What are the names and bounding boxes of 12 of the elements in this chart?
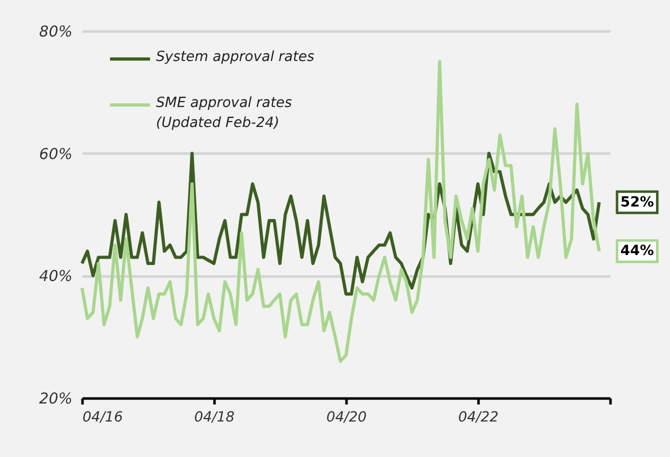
x-tick-label: 04/18: [194, 410, 235, 426]
y-tick-label: 20%: [39, 390, 72, 408]
x-tick-label: 04/16: [82, 410, 123, 426]
annotation: 52%: [620, 194, 654, 210]
legend-label: System approval rates: [156, 49, 314, 65]
x-tick-label: 04/20: [326, 410, 367, 426]
annotation: 44%: [620, 243, 654, 260]
x-tick-label: 04/22: [458, 410, 499, 426]
y-tick-label: 60%: [39, 144, 72, 163]
y-tick-label: 40%: [39, 267, 72, 286]
y-tick-label: 80%: [39, 22, 72, 40]
legend-label: SME approval rates (Updated Feb-24): [156, 95, 292, 131]
